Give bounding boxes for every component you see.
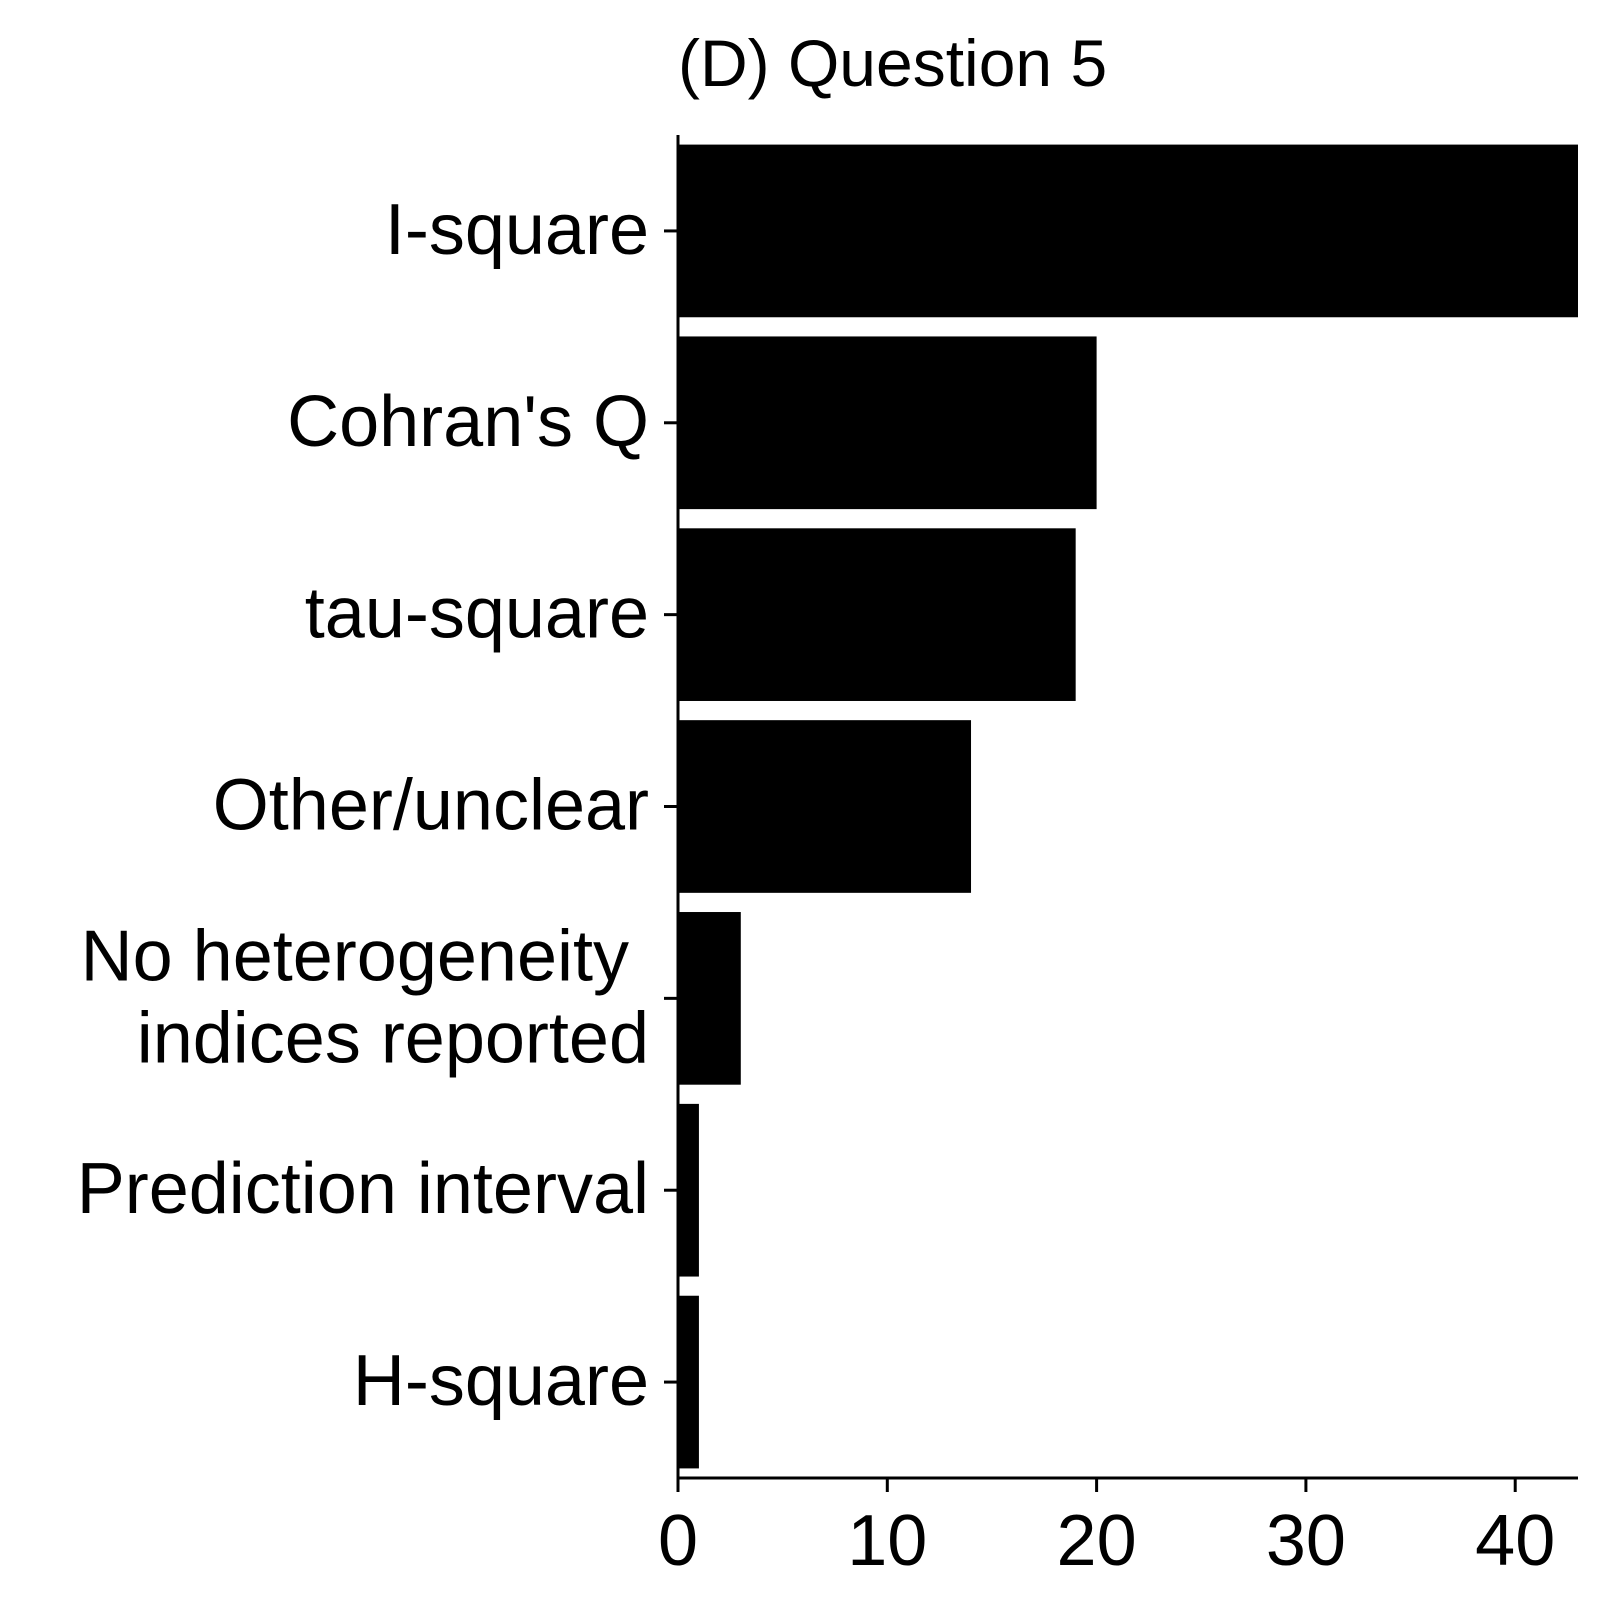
bar <box>678 720 972 893</box>
x-tick-label: 40 <box>1475 1501 1555 1581</box>
bar <box>678 1103 699 1277</box>
category-label: No heterogeneity <box>81 916 649 996</box>
x-tick-label: 0 <box>658 1501 698 1581</box>
bars-group <box>678 144 1578 1469</box>
category-label: H-square <box>353 1341 649 1421</box>
y-axis <box>664 135 680 1478</box>
category-label: indices reported <box>137 998 649 1078</box>
x-tick-label: 20 <box>1057 1501 1137 1581</box>
category-label: I-square <box>385 190 649 270</box>
bar <box>678 144 1578 318</box>
category-label: Other/unclear <box>213 766 649 846</box>
x-axis: 0 10 20 30 40 <box>658 1476 1578 1581</box>
bar <box>678 912 741 1085</box>
category-label: Prediction interval <box>77 1149 649 1229</box>
x-tick-label: 30 <box>1266 1501 1346 1581</box>
category-label: tau-square <box>305 574 649 654</box>
category-labels-group: I-square Cohran's Q tau-square Other/unclea… <box>77 190 649 1421</box>
bar <box>678 1295 699 1469</box>
bar <box>678 336 1097 510</box>
x-tick-label: 10 <box>847 1501 927 1581</box>
bar <box>678 528 1076 701</box>
chart-title: (D) Question 5 <box>678 26 1107 100</box>
category-label: Cohran's Q <box>287 382 649 462</box>
